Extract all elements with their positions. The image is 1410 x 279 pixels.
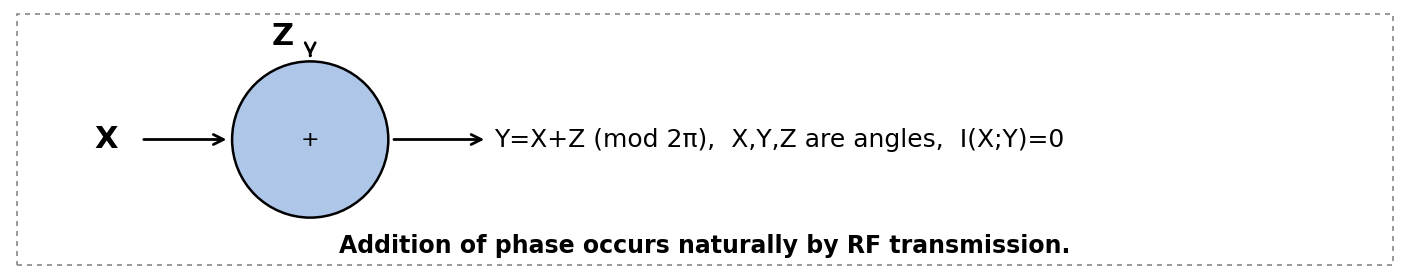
Text: Addition of phase occurs naturally by RF transmission.: Addition of phase occurs naturally by RF… [340, 234, 1070, 258]
Text: Z: Z [271, 22, 293, 51]
Text: X: X [94, 125, 117, 154]
Text: +: + [300, 129, 320, 150]
Text: Y=X+Z (mod 2π),  X,Y,Z are angles,  I(X;Y)=0: Y=X+Z (mod 2π), X,Y,Z are angles, I(X;Y)… [493, 128, 1065, 151]
Ellipse shape [233, 61, 388, 218]
